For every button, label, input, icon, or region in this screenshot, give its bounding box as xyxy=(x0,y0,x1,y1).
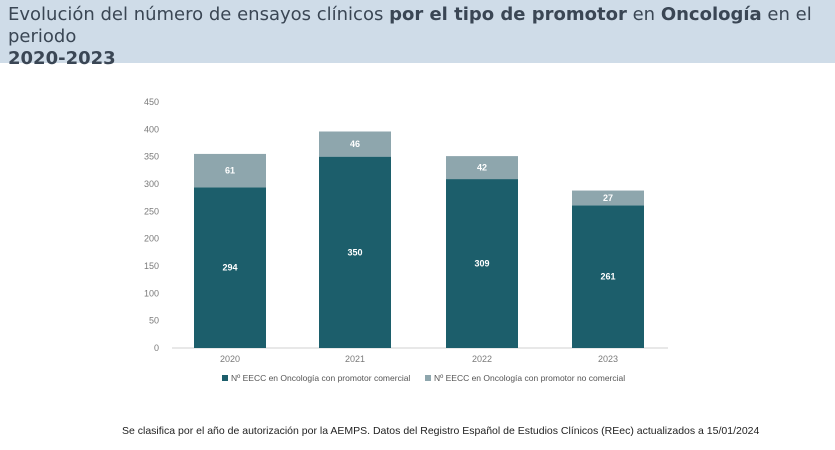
title-bold-2: Oncología xyxy=(660,4,762,25)
data-label: 46 xyxy=(350,139,360,149)
bar-non-commercial xyxy=(446,156,518,180)
x-tick-label: 2020 xyxy=(220,354,240,364)
y-tick-label: 50 xyxy=(149,316,159,326)
y-tick-label: 0 xyxy=(154,343,159,353)
data-label: 61 xyxy=(225,166,235,176)
bar-commercial xyxy=(572,205,644,348)
data-label: 294 xyxy=(222,263,237,273)
data-label: 350 xyxy=(347,247,362,257)
title-bold-3: 2020-2023 xyxy=(8,48,116,69)
footnote: Se clasifica por el año de autorización … xyxy=(122,425,760,437)
title-bold-1: por el tipo de promotor xyxy=(389,4,627,25)
y-tick-label: 200 xyxy=(144,234,159,244)
bar-non-commercial xyxy=(194,153,266,188)
y-tick-label: 350 xyxy=(144,152,159,162)
legend-swatch-non-commercial xyxy=(425,375,431,381)
legend-swatch-commercial xyxy=(222,375,228,381)
bar-commercial xyxy=(194,187,266,348)
title-text-3: en el periodo xyxy=(8,4,812,47)
chart-title: Evolución del número de ensayos clínicos… xyxy=(8,4,827,48)
bar-non-commercial xyxy=(319,131,391,157)
stacked-bar-chart: 0 50 100 150 200 250 300 350 400 450 294 61 2020 350 4… xyxy=(144,97,668,383)
data-label: 261 xyxy=(600,272,615,282)
bar-commercial xyxy=(319,156,391,348)
data-label: 42 xyxy=(477,163,487,173)
y-tick-label: 250 xyxy=(144,206,159,216)
title-text-2: en xyxy=(626,4,661,25)
y-tick-label: 450 xyxy=(144,97,159,107)
chart-title-banner: Evolución del número de ensayos clínicos… xyxy=(0,0,835,69)
bar-non-commercial xyxy=(572,190,644,206)
chart-title-period: 2020-2023 xyxy=(8,48,827,70)
x-tick-label: 2022 xyxy=(472,354,492,364)
bar-commercial xyxy=(446,179,518,348)
data-label: 309 xyxy=(474,259,489,269)
y-tick-label: 400 xyxy=(144,124,159,134)
x-tick-label: 2021 xyxy=(345,354,365,364)
x-tick-label: 2023 xyxy=(598,354,618,364)
legend-label: Nº EECC en Oncología con promotor comerc… xyxy=(231,373,410,383)
legend-label: Nº EECC en Oncología con promotor no com… xyxy=(434,373,625,383)
y-tick-label: 100 xyxy=(144,288,159,298)
data-label: 27 xyxy=(603,193,613,203)
title-text-1: Evolución del número de ensayos clínicos xyxy=(8,4,390,25)
y-tick-label: 300 xyxy=(144,179,159,189)
y-tick-label: 150 xyxy=(144,261,159,271)
